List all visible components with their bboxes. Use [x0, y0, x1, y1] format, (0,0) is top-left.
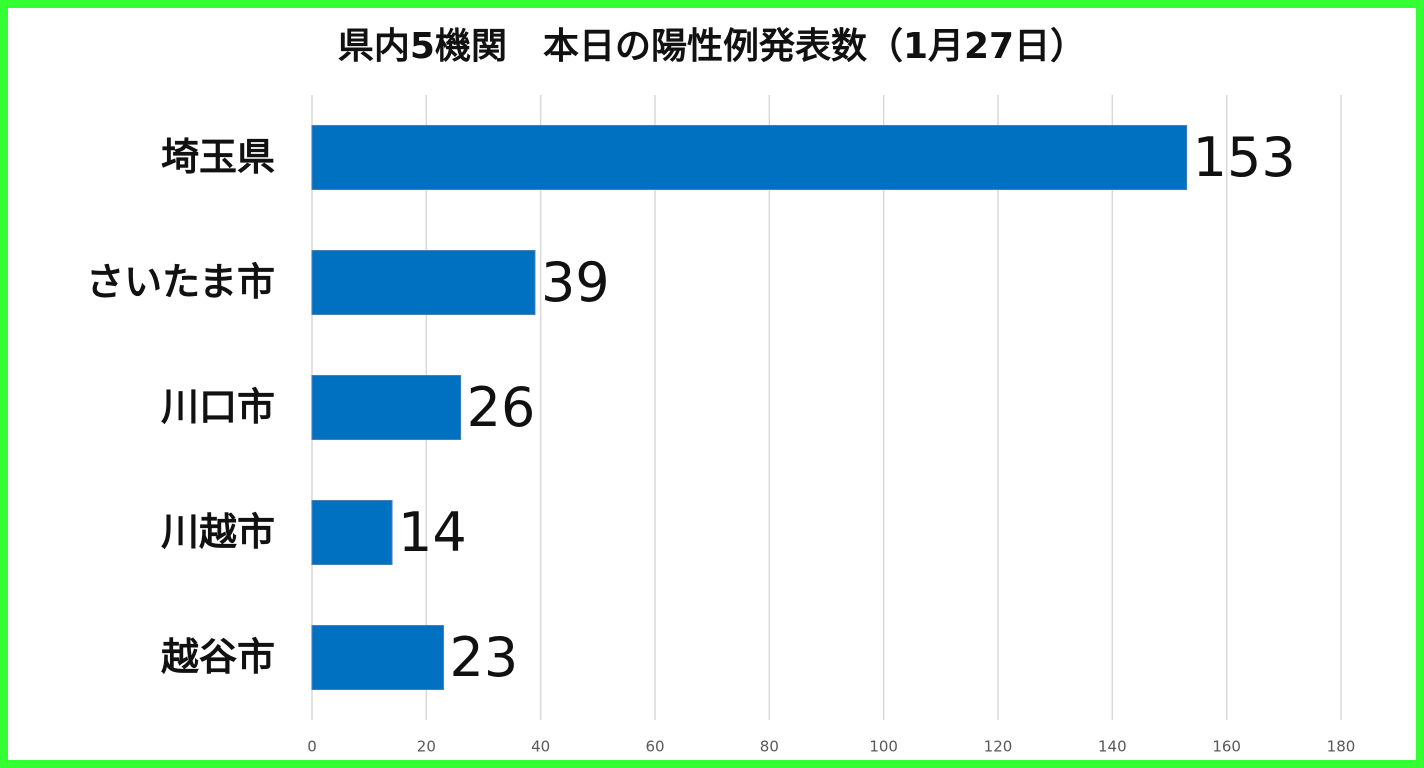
y-tick-label: 越谷市	[161, 635, 275, 679]
x-tick-label: 60	[645, 738, 664, 756]
data-label: 26	[467, 376, 536, 439]
y-tick-label: 川越市	[161, 510, 275, 554]
x-tick-label: 180	[1327, 738, 1356, 756]
x-tick-label: 140	[1098, 738, 1127, 756]
x-tick-label: 100	[869, 738, 898, 756]
data-label: 23	[449, 626, 518, 689]
x-tick-label: 120	[984, 738, 1013, 756]
bar	[311, 125, 1188, 190]
y-tick-label: 川口市	[161, 385, 275, 429]
x-tick-label: 0	[307, 738, 317, 756]
data-label: 14	[398, 501, 467, 564]
bar	[311, 375, 462, 440]
data-label: 153	[1193, 126, 1296, 189]
bar	[311, 500, 393, 565]
x-tick-label: 160	[1212, 738, 1241, 756]
bar	[311, 625, 444, 690]
data-label: 39	[541, 251, 610, 314]
x-tick-label: 20	[417, 738, 436, 756]
bar	[311, 250, 536, 315]
y-tick-label: 埼玉県	[161, 135, 275, 179]
x-tick-label: 80	[760, 738, 779, 756]
chart-title: 県内5機関 本日の陽性例発表数（1月27日）	[338, 26, 1086, 67]
x-tick-label: 40	[531, 738, 550, 756]
y-tick-label: さいたま市	[86, 260, 275, 304]
